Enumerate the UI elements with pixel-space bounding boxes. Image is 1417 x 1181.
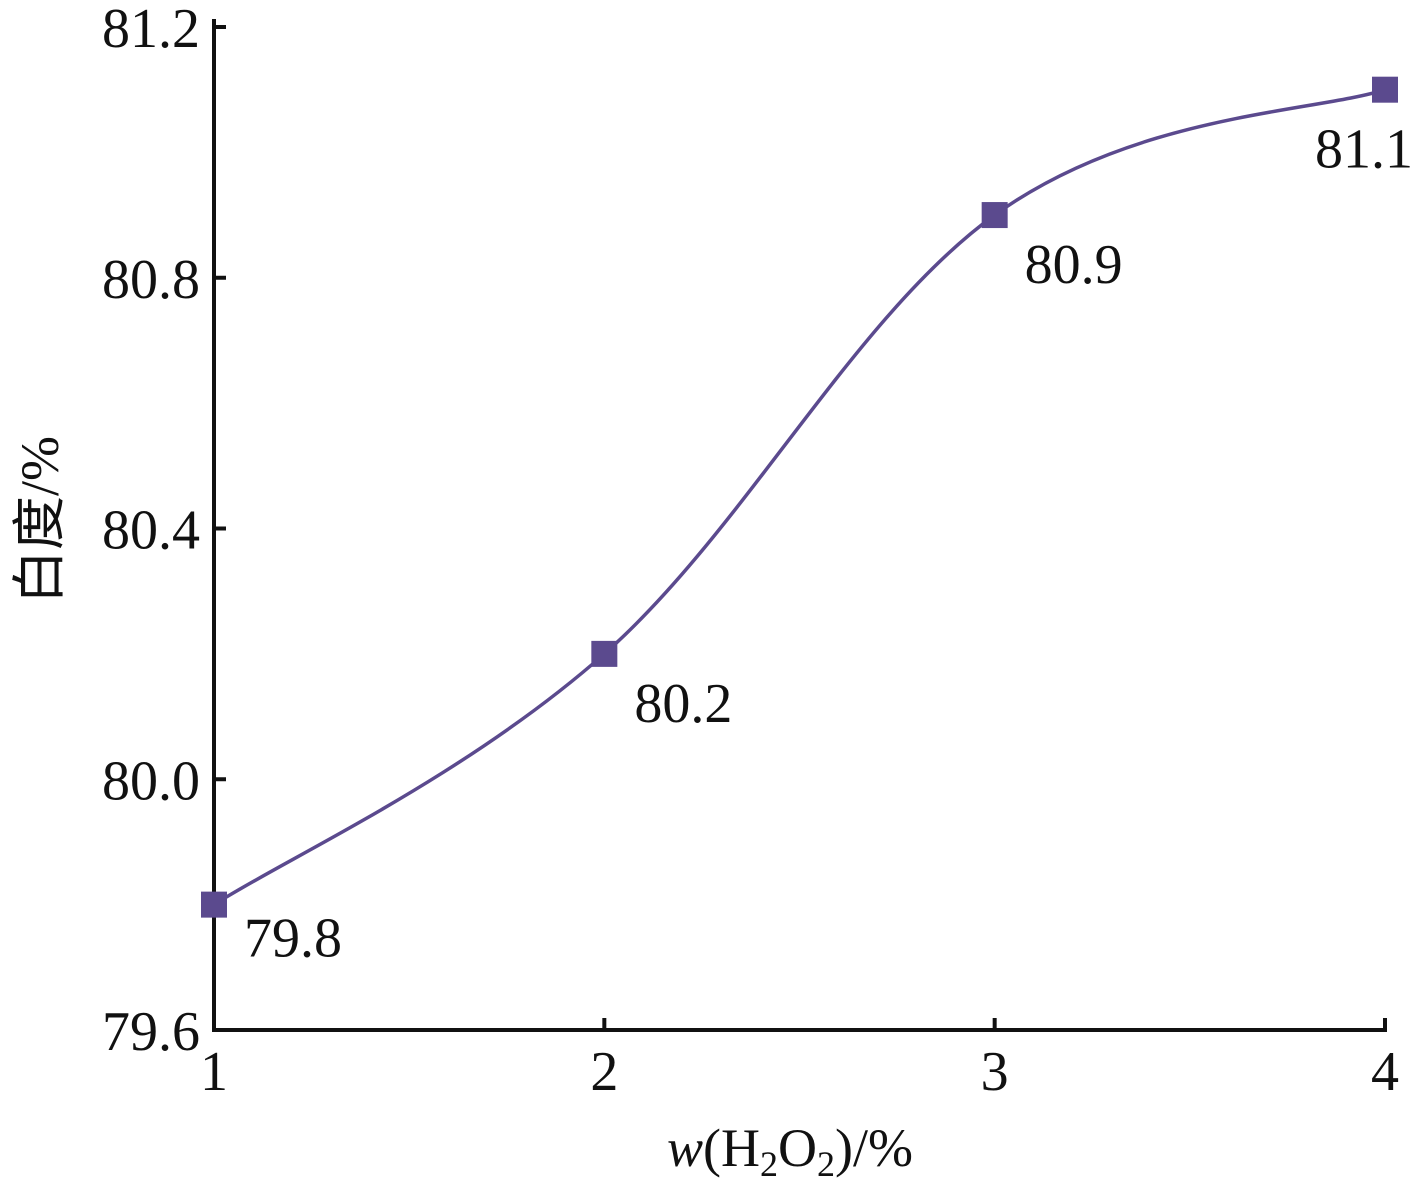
data-point-marker [1372,76,1398,103]
data-label: 80.9 [1025,234,1123,296]
series-group [201,76,1398,918]
data-label: 79.8 [244,908,342,970]
x-tick-label: 3 [981,1041,1009,1103]
y-tick-label: 80.0 [102,750,200,812]
x-tick-label: 2 [590,1041,618,1103]
x-ticks: 1 2 3 4 [200,1018,1399,1103]
data-point-marker [981,202,1008,229]
series-line [213,88,1386,907]
data-point-marker [201,891,227,918]
data-labels: 79.8 80.2 80.9 81.1 [244,119,1413,970]
x-tick-label: 4 [1371,1041,1399,1103]
y-tick-label: 80.8 [102,249,200,311]
axes [212,19,1387,1032]
y-tick-label: 79.6 [102,1001,200,1063]
y-tick-label: 80.4 [102,500,200,562]
data-label: 81.1 [1315,119,1413,181]
x-axis-label: w(H2O2)/% [667,1118,913,1181]
y-axis-label: 白度/% [10,436,70,604]
y-ticks: 79.6 80.0 80.4 80.8 81.2 [102,0,226,1063]
data-label: 80.2 [634,673,732,735]
x-tick-label: 1 [200,1041,228,1103]
y-tick-label: 81.2 [102,0,200,60]
data-point-marker [591,640,618,667]
